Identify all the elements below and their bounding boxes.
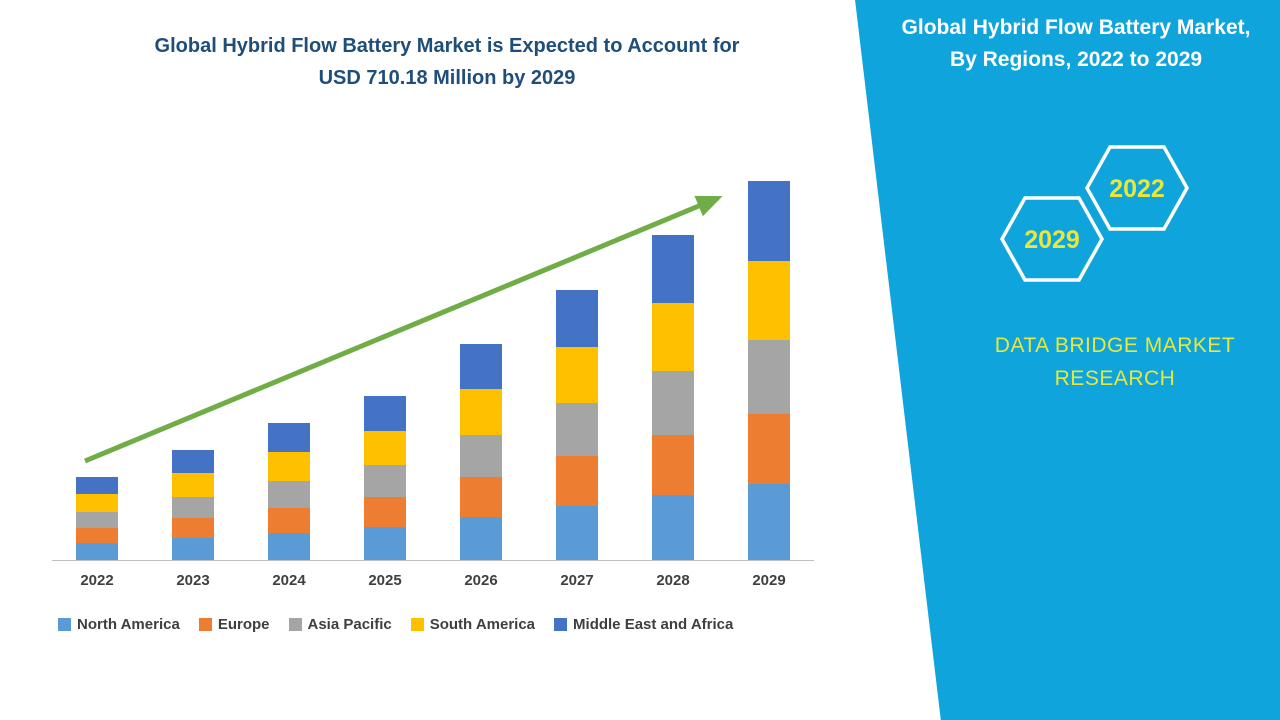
bar-segment-2028-middle-east-and-africa [652, 235, 694, 303]
bar-segment-2029-middle-east-and-africa [748, 181, 790, 261]
bar-segment-2024-south-america [268, 452, 310, 482]
x-axis-label-2024: 2024 [272, 572, 306, 589]
bar-segment-2026-north-america [460, 516, 502, 560]
bar-segment-2022-middle-east-and-africa [76, 477, 118, 495]
legend-item-middle-east-and-africa: Middle East and Africa [554, 616, 733, 633]
bar-segment-2029-asia-pacific [748, 340, 790, 415]
legend-item-europe: Europe [198, 616, 270, 633]
x-axis-label-2025: 2025 [368, 572, 402, 589]
legend-swatch-north-america [58, 618, 71, 631]
legend-item-asia-pacific: Asia Pacific [288, 616, 392, 633]
chart-legend: North America Europe Asia Pacific South Ame… [58, 616, 733, 633]
brand-line-2: RESEARCH [1054, 366, 1176, 390]
bar-segment-2027-middle-east-and-africa [556, 289, 598, 347]
panel-title-line-2: By Regions, 2022 to 2029 [949, 47, 1203, 71]
x-axis-label-2023: 2023 [176, 572, 210, 589]
brand-line-1: DATA BRIDGE MARKET [994, 334, 1236, 357]
bar-segment-2029-south-america [748, 260, 790, 341]
hexagon-2029-icon [999, 196, 1105, 282]
bar-segment-2022-asia-pacific [76, 512, 118, 528]
bar-segment-2026-south-america [460, 389, 502, 435]
bar-segment-2028-north-america [652, 494, 694, 560]
panel-title: Global Hybrid Flow Battery Market, By Re… [880, 12, 1272, 75]
x-axis-label-2029: 2029 [752, 572, 786, 589]
legend-label-middle-east-and-africa: Middle East and Africa [573, 616, 734, 633]
bar-segment-2028-asia-pacific [652, 371, 694, 435]
legend-swatch-middle-east-and-africa [554, 618, 568, 631]
bar-segment-2027-north-america [556, 506, 598, 560]
bar-segment-2024-north-america [268, 532, 310, 560]
bar-segment-2024-middle-east-and-africa [268, 423, 310, 453]
legend-item-south-america: South America [410, 616, 536, 633]
bar-segment-2025-asia-pacific [364, 465, 406, 498]
bar-segment-2023-south-america [172, 473, 214, 497]
bar-segment-2029-north-america [748, 484, 790, 560]
bar-segment-2026-europe [460, 476, 502, 517]
bar-segment-2023-asia-pacific [172, 496, 214, 518]
x-axis-label-2022: 2022 [80, 572, 114, 589]
bar-segment-2025-south-america [364, 430, 406, 466]
hexagon-year-2029: 2029 [1024, 226, 1080, 254]
x-axis-label-2026: 2026 [464, 572, 498, 589]
bar-segment-2026-middle-east-and-africa [460, 344, 502, 390]
x-axis-labels: 2022 2023 2024 2025 2026 2027 2028 2029 [55, 572, 815, 596]
legend-item-north-america: North America [58, 616, 180, 633]
bar-segment-2029-europe [748, 414, 790, 485]
hexagon-badges: 2022 2029 [999, 145, 1190, 282]
bar-segment-2028-europe [652, 434, 694, 495]
legend-swatch-south-america [410, 618, 424, 631]
bar-segment-2023-north-america [172, 538, 214, 560]
bar-segment-2022-europe [76, 528, 118, 544]
chart-title-line-2: USD 710.18 Million by 2029 [318, 67, 576, 89]
x-axis-line [52, 560, 814, 561]
legend-swatch-europe [198, 618, 212, 631]
bar-segment-2027-asia-pacific [556, 403, 598, 456]
chart-title-line-1: Global Hybrid Flow Battery Market is Exp… [154, 35, 740, 57]
bar-segment-2025-middle-east-and-africa [364, 396, 406, 431]
panel-title-line-1: Global Hybrid Flow Battery Market, [901, 16, 1251, 39]
bar-segment-2026-asia-pacific [460, 434, 502, 477]
chart-title: Global Hybrid Flow Battery Market is Exp… [90, 30, 804, 94]
bar-segment-2024-asia-pacific [268, 481, 310, 508]
x-axis-label-2028: 2028 [656, 572, 690, 589]
bar-segment-2025-north-america [364, 527, 406, 560]
legend-label-asia-pacific: Asia Pacific [307, 616, 392, 633]
bar-segment-2028-south-america [652, 302, 694, 372]
legend-swatch-asia-pacific [288, 618, 302, 631]
bar-segment-2024-europe [268, 507, 310, 533]
legend-label-europe: Europe [217, 616, 270, 633]
bar-segment-2023-europe [172, 517, 214, 539]
bar-segment-2023-middle-east-and-africa [172, 449, 214, 474]
chart-plot-area [55, 160, 815, 560]
bar-segment-2022-south-america [76, 494, 118, 512]
brand-text: DATA BRIDGE MARKET RESEARCH [965, 330, 1265, 395]
bar-segment-2025-europe [364, 497, 406, 528]
bar-segment-2027-europe [556, 456, 598, 507]
legend-label-south-america: South America [429, 616, 536, 633]
legend-label-north-america: North America [77, 616, 180, 633]
hexagon-2022-icon [1084, 145, 1190, 231]
hexagon-year-2022: 2022 [1109, 175, 1165, 203]
bar-segment-2022-north-america [76, 543, 118, 560]
bar-segment-2027-south-america [556, 346, 598, 404]
x-axis-label-2027: 2027 [560, 572, 594, 589]
